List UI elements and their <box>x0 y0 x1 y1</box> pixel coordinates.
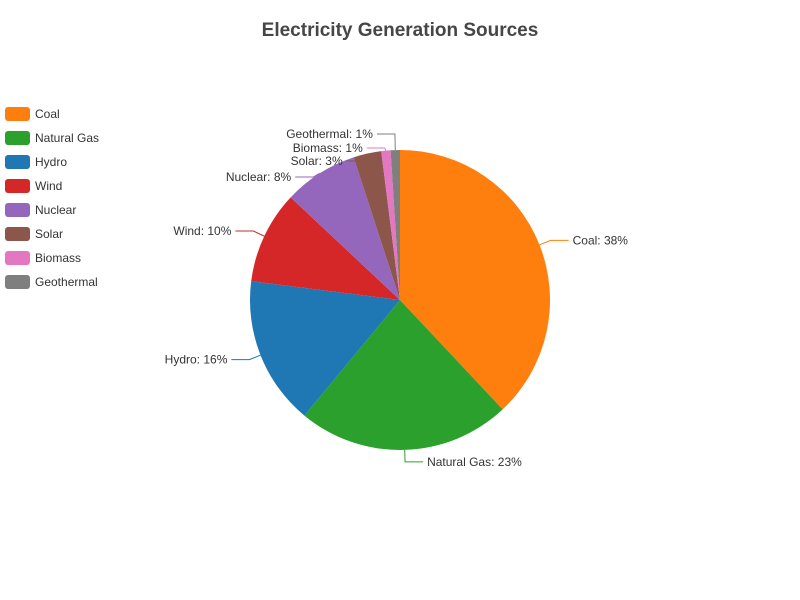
legend-item-solar[interactable]: Solar <box>5 222 99 246</box>
slice-label-wind: Wind: 10% <box>173 224 231 238</box>
pie-slice-nuclear[interactable] <box>290 157 400 300</box>
legend-swatch <box>5 155 30 169</box>
pie-slice-biomass[interactable] <box>381 150 400 300</box>
label-leader-line <box>235 230 265 237</box>
legend-swatch <box>5 227 30 241</box>
legend-swatch <box>5 275 30 289</box>
legend-label: Biomass <box>35 251 82 265</box>
legend-swatch <box>5 107 30 121</box>
legend-item-biomass[interactable]: Biomass <box>5 246 99 270</box>
legend-label: Coal <box>35 107 60 121</box>
slice-label-hydro: Hydro: 16% <box>165 353 228 367</box>
slice-label-nuclear: Nuclear: 8% <box>226 170 292 184</box>
slice-label-natural-gas: Natural Gas: 23% <box>427 455 522 469</box>
legend-label: Geothermal <box>35 275 98 289</box>
slice-label-solar: Solar: 3% <box>291 154 343 168</box>
legend-item-wind[interactable]: Wind <box>5 174 99 198</box>
pie-slice-geothermal[interactable] <box>390 150 400 300</box>
pie-slice-coal[interactable] <box>400 150 550 410</box>
legend-item-natural-gas[interactable]: Natural Gas <box>5 126 99 150</box>
slice-label-coal: Coal: 38% <box>573 233 629 247</box>
label-leader-line <box>295 172 320 178</box>
legend-item-hydro[interactable]: Hydro <box>5 150 99 174</box>
label-leader-line <box>231 354 261 361</box>
chart-title: Electricity Generation Sources <box>261 20 539 41</box>
legend-label: Hydro <box>35 155 68 169</box>
legend-swatch <box>5 179 30 193</box>
label-leader-line <box>376 133 396 151</box>
legend-item-geothermal[interactable]: Geothermal <box>5 270 99 294</box>
pie-slice-hydro[interactable] <box>250 281 400 416</box>
label-leader-line <box>346 153 368 162</box>
slice-label-geothermal: Geothermal: 1% <box>286 127 373 141</box>
label-leader-line <box>539 239 569 246</box>
legend-label: Wind <box>35 179 63 193</box>
legend-label: Nuclear <box>35 203 77 217</box>
pie-slice-natural-gas[interactable] <box>304 300 503 451</box>
legend: Coal Natural Gas Hydro Wind Nuclear Solar Biom… <box>5 102 99 294</box>
slice-label-biomass: Biomass: 1% <box>293 141 363 155</box>
legend-item-coal[interactable]: Coal <box>5 102 99 126</box>
legend-item-nuclear[interactable]: Nuclear <box>5 198 99 222</box>
pie-slice-solar[interactable] <box>353 151 400 300</box>
pie-slice-wind[interactable] <box>251 197 400 300</box>
label-leader-line <box>366 147 387 151</box>
legend-swatch <box>5 251 30 265</box>
legend-label: Natural Gas <box>35 131 100 145</box>
legend-swatch <box>5 203 30 217</box>
label-leader-line <box>404 449 424 463</box>
legend-swatch <box>5 131 30 145</box>
legend-label: Solar <box>35 227 64 241</box>
